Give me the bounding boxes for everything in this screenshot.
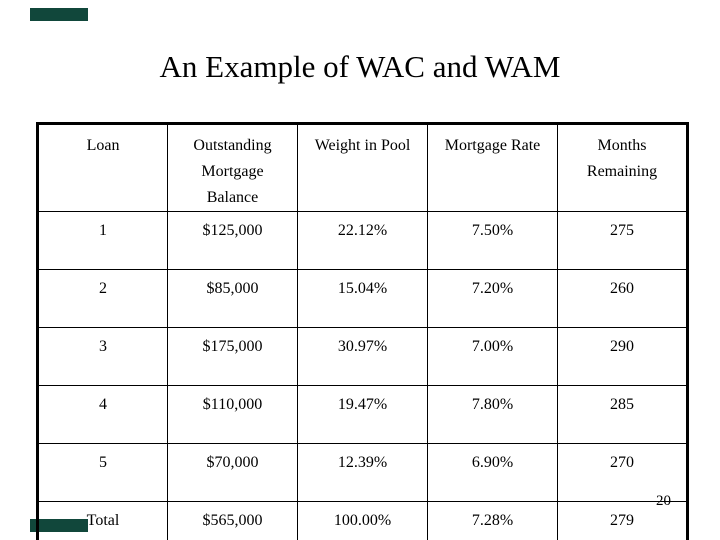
- corner-accent-bar-top-left: [30, 8, 88, 21]
- table-row-loan-3: 3 $175,000 30.97% 7.00% 290: [37, 327, 688, 386]
- table-row-loan-5: 5 $70,000 12.39% 6.90% 270: [37, 443, 688, 502]
- table-cell: 7.00%: [427, 327, 558, 386]
- table-cell: $110,000: [167, 385, 298, 444]
- column-header-outstanding-mortgage-balance: Outstanding Mortgage Balance: [167, 123, 298, 212]
- table-cell: 279: [557, 501, 688, 540]
- table-cell: 4: [37, 385, 168, 444]
- table-cell: $565,000: [167, 501, 298, 540]
- table-cell: 12.39%: [297, 443, 428, 502]
- table-header-row: Loan Outstanding Mortgage Balance Weight…: [37, 123, 688, 212]
- table-cell: 285: [557, 385, 688, 444]
- table-cell: 19.47%: [297, 385, 428, 444]
- table-cell: 6.90%: [427, 443, 558, 502]
- table-cell: 3: [37, 327, 168, 386]
- table-cell: 260: [557, 269, 688, 328]
- table-cell: Total: [37, 501, 168, 540]
- table-cell: $125,000: [167, 211, 298, 270]
- table-cell: 7.80%: [427, 385, 558, 444]
- table-cell: 15.04%: [297, 269, 428, 328]
- slide-title: An Example of WAC and WAM: [159, 49, 561, 84]
- column-header-months-remaining: Months Remaining: [557, 123, 688, 212]
- column-header-mortgage-rate: Mortgage Rate: [427, 123, 558, 212]
- table-cell: 270: [557, 443, 688, 502]
- table-cell: 5: [37, 443, 168, 502]
- column-header-weight-in-pool: Weight in Pool: [297, 123, 428, 212]
- table-cell: $175,000: [167, 327, 298, 386]
- table-row-loan-4: 4 $110,000 19.47% 7.80% 285: [37, 385, 688, 444]
- table-cell: 7.50%: [427, 211, 558, 270]
- table-cell: $70,000: [167, 443, 298, 502]
- table-row-loan-2: 2 $85,000 15.04% 7.20% 260: [37, 269, 688, 328]
- table-cell: 7.20%: [427, 269, 558, 328]
- table-cell: 1: [37, 211, 168, 270]
- table-cell: 22.12%: [297, 211, 428, 270]
- table-row-loan-1: 1 $125,000 22.12% 7.50% 275: [37, 211, 688, 270]
- table-row-total: Total $565,000 100.00% 7.28% 279: [37, 501, 688, 540]
- table-cell: 7.28%: [427, 501, 558, 540]
- table-cell: $85,000: [167, 269, 298, 328]
- column-header-loan: Loan: [37, 123, 168, 212]
- table-cell: 30.97%: [297, 327, 428, 386]
- wac-wam-table: Loan Outstanding Mortgage Balance Weight…: [36, 122, 689, 540]
- table-cell: 275: [557, 211, 688, 270]
- table-cell: 2: [37, 269, 168, 328]
- table-cell: 290: [557, 327, 688, 386]
- table-cell: 100.00%: [297, 501, 428, 540]
